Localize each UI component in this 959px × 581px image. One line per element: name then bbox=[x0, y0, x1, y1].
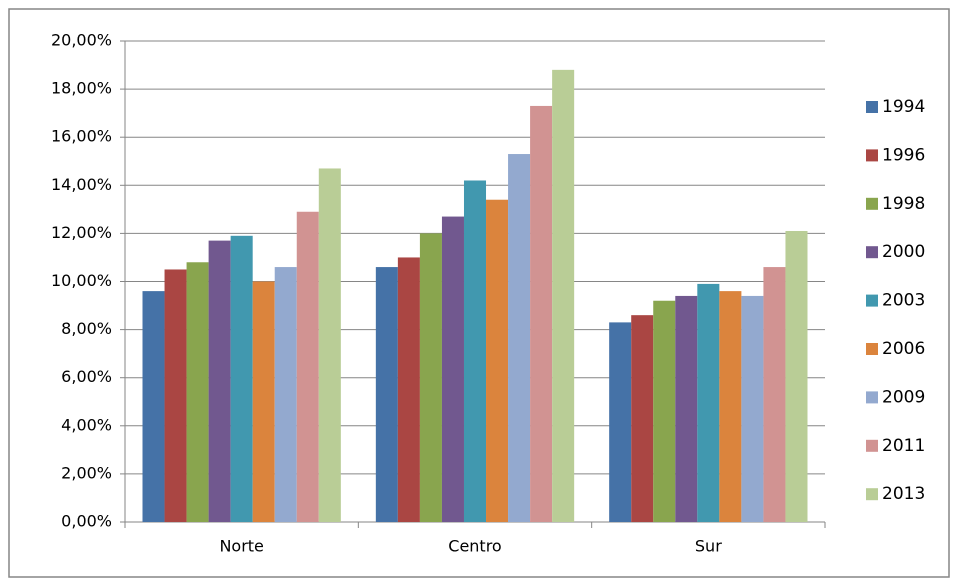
bar bbox=[675, 295, 698, 522]
bar bbox=[186, 262, 209, 522]
legend-label: 1998 bbox=[882, 194, 925, 214]
bar bbox=[719, 291, 742, 522]
y-tick-label: 6,00% bbox=[61, 367, 112, 386]
bar bbox=[296, 211, 319, 522]
legend-label: 2013 bbox=[882, 484, 925, 504]
y-tick-label: 12,00% bbox=[51, 223, 112, 242]
legend-label: 1996 bbox=[882, 145, 925, 165]
bar bbox=[318, 168, 341, 522]
legend-swatch bbox=[866, 149, 878, 162]
legend-swatch bbox=[866, 294, 878, 307]
bar bbox=[609, 322, 632, 522]
bar bbox=[164, 269, 187, 522]
bar bbox=[274, 267, 297, 522]
legend-label: 2009 bbox=[882, 387, 925, 407]
legend-label: 2006 bbox=[882, 339, 925, 359]
bar bbox=[252, 281, 275, 522]
legend-label: 1994 bbox=[882, 97, 925, 117]
bar bbox=[208, 240, 231, 523]
y-tick-label: 0,00% bbox=[61, 512, 112, 531]
bar bbox=[375, 267, 398, 522]
bar bbox=[697, 283, 720, 522]
bar bbox=[785, 230, 808, 522]
legend-swatch bbox=[866, 439, 878, 452]
y-tick-label: 10,00% bbox=[51, 271, 112, 290]
bar bbox=[142, 291, 165, 522]
y-tick-label: 20,00% bbox=[51, 31, 112, 50]
bar bbox=[463, 180, 487, 523]
legend-label: 2000 bbox=[882, 242, 925, 262]
bar bbox=[741, 295, 764, 522]
bar bbox=[530, 105, 553, 522]
bar bbox=[763, 267, 786, 522]
bar bbox=[552, 69, 575, 523]
x-tick-label: Norte bbox=[219, 537, 263, 556]
bar bbox=[486, 199, 509, 523]
bar bbox=[230, 235, 253, 522]
legend-swatch bbox=[866, 391, 878, 404]
y-tick-label: 18,00% bbox=[51, 79, 112, 98]
y-tick-label: 8,00% bbox=[61, 319, 112, 338]
bar bbox=[397, 257, 420, 522]
bar bbox=[631, 315, 654, 522]
bar bbox=[653, 300, 676, 522]
legend-swatch bbox=[866, 246, 878, 259]
x-tick-label: Sur bbox=[695, 537, 722, 556]
bar bbox=[441, 216, 464, 522]
bar bbox=[508, 154, 531, 522]
legend-swatch bbox=[866, 101, 878, 113]
y-tick-label: 4,00% bbox=[61, 415, 112, 434]
legend-swatch bbox=[866, 197, 878, 210]
legend-label: 2003 bbox=[882, 291, 925, 311]
y-tick-label: 16,00% bbox=[51, 127, 112, 146]
legend-swatch bbox=[866, 488, 878, 501]
y-tick-label: 2,00% bbox=[61, 463, 112, 482]
legend-label: 2011 bbox=[882, 436, 925, 456]
legend-swatch bbox=[866, 343, 878, 355]
y-tick-label: 14,00% bbox=[51, 175, 112, 194]
bar bbox=[419, 233, 442, 522]
x-tick-label: Centro bbox=[448, 537, 501, 556]
